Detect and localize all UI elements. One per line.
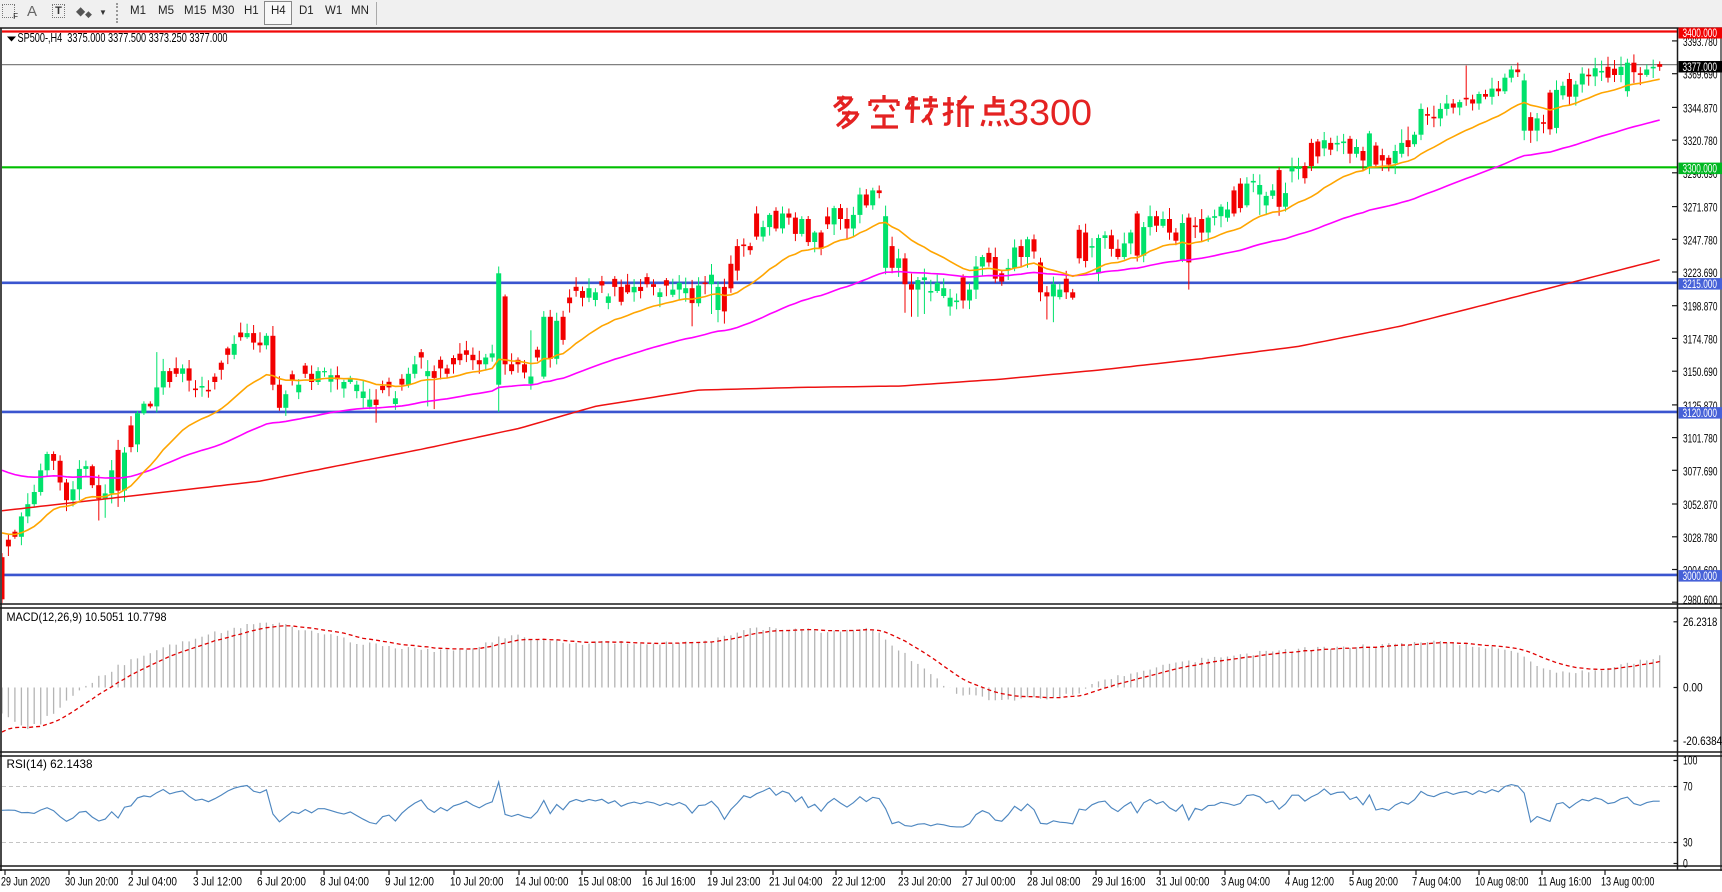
svg-text:3377.000: 3377.000 — [1683, 62, 1718, 74]
svg-text:3215.000: 3215.000 — [1683, 279, 1718, 291]
svg-text:3174.780: 3174.780 — [1683, 334, 1718, 346]
svg-text:2980.600: 2980.600 — [1683, 595, 1718, 607]
svg-text:3400.000: 3400.000 — [1683, 28, 1718, 40]
svg-text:3150.690: 3150.690 — [1683, 367, 1718, 379]
svg-text:10 Aug 08:00: 10 Aug 08:00 — [1475, 877, 1528, 889]
svg-text:3271.870: 3271.870 — [1683, 203, 1718, 215]
svg-text:MACD(12,26,9) 10.5051 10.7798: MACD(12,26,9) 10.5051 10.7798 — [7, 610, 167, 624]
svg-text:3101.780: 3101.780 — [1683, 434, 1718, 446]
svg-text:7 Aug 04:00: 7 Aug 04:00 — [1412, 877, 1461, 889]
svg-text:100: 100 — [1683, 756, 1697, 768]
svg-text:3028.780: 3028.780 — [1683, 533, 1718, 545]
svg-text:30 Jun 20:00: 30 Jun 20:00 — [65, 877, 118, 889]
svg-text:3198.870: 3198.870 — [1683, 302, 1718, 314]
svg-text:10 Jul 20:00: 10 Jul 20:00 — [450, 877, 503, 889]
svg-text:16 Jul 16:00: 16 Jul 16:00 — [642, 877, 695, 889]
svg-text:3300.000: 3300.000 — [1683, 164, 1718, 176]
svg-text:13 Aug 00:00: 13 Aug 00:00 — [1601, 877, 1654, 889]
svg-text:29 Jul 16:00: 29 Jul 16:00 — [1092, 877, 1145, 889]
svg-text:3369.690: 3369.690 — [1683, 70, 1718, 82]
svg-text:30: 30 — [1683, 838, 1693, 850]
svg-text:0: 0 — [1683, 859, 1688, 871]
svg-text:9 Jul 12:00: 9 Jul 12:00 — [385, 877, 434, 889]
svg-text:11 Aug 16:00: 11 Aug 16:00 — [1538, 877, 1591, 889]
svg-text:21 Jul 04:00: 21 Jul 04:00 — [769, 877, 822, 889]
svg-text:3120.000: 3120.000 — [1683, 408, 1718, 420]
svg-text:3344.870: 3344.870 — [1683, 103, 1718, 115]
svg-text:8 Jul 04:00: 8 Jul 04:00 — [320, 877, 369, 889]
svg-text:3223.690: 3223.690 — [1683, 268, 1718, 280]
svg-text:31 Jul 00:00: 31 Jul 00:00 — [1156, 877, 1209, 889]
svg-text:29 Jun 2020: 29 Jun 2020 — [1, 877, 50, 889]
svg-text:3320.780: 3320.780 — [1683, 136, 1718, 148]
svg-text:22 Jul 12:00: 22 Jul 12:00 — [832, 877, 885, 889]
svg-text:3 Jul 12:00: 3 Jul 12:00 — [193, 877, 242, 889]
svg-text:26.2318: 26.2318 — [1683, 617, 1717, 629]
svg-text:23 Jul 20:00: 23 Jul 20:00 — [898, 877, 951, 889]
svg-text:3393.780: 3393.780 — [1683, 37, 1718, 49]
svg-text:70: 70 — [1683, 782, 1693, 794]
svg-text:4 Aug 12:00: 4 Aug 12:00 — [1285, 877, 1334, 889]
svg-text:SP500-,H4 3375.000 3377.500 3: SP500-,H4 3375.000 3377.500 3373.250 337… — [18, 31, 228, 45]
svg-text:2 Jul 04:00: 2 Jul 04:00 — [128, 877, 177, 889]
svg-text:15 Jul 08:00: 15 Jul 08:00 — [578, 877, 631, 889]
svg-text:3247.780: 3247.780 — [1683, 235, 1718, 247]
svg-text:-20.6384: -20.6384 — [1683, 736, 1722, 748]
svg-text:19 Jul 23:00: 19 Jul 23:00 — [707, 877, 760, 889]
svg-text:RSI(14) 62.1438: RSI(14) 62.1438 — [7, 757, 93, 771]
svg-text:3077.690: 3077.690 — [1683, 466, 1718, 478]
svg-text:3 Aug 04:00: 3 Aug 04:00 — [1221, 877, 1270, 889]
svg-text:14 Jul 00:00: 14 Jul 00:00 — [515, 877, 568, 889]
svg-text:0.00: 0.00 — [1683, 683, 1703, 695]
svg-text:28 Jul 08:00: 28 Jul 08:00 — [1027, 877, 1080, 889]
svg-text:3052.870: 3052.870 — [1683, 500, 1718, 512]
svg-text:6 Jul 20:00: 6 Jul 20:00 — [257, 877, 306, 889]
svg-text:3300: 3300 — [1008, 92, 1092, 133]
svg-text:27 Jul 00:00: 27 Jul 00:00 — [962, 877, 1015, 889]
svg-text:5 Aug 20:00: 5 Aug 20:00 — [1349, 877, 1398, 889]
svg-text:3000.000: 3000.000 — [1683, 571, 1718, 583]
